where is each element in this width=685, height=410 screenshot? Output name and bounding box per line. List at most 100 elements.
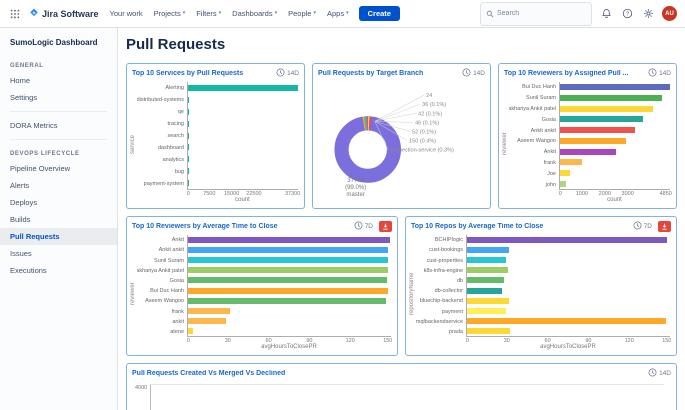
x-tick: 60	[544, 338, 551, 344]
sidebar-item-issues[interactable]: Issues	[10, 249, 32, 258]
sidebar-item-settings[interactable]: Settings	[10, 93, 38, 102]
time-range-badge: 14D	[648, 368, 671, 379]
bar	[467, 247, 509, 254]
bar	[467, 297, 509, 304]
bar-track	[560, 125, 670, 136]
download-button[interactable]	[658, 221, 671, 232]
app-name: Jira Software	[42, 8, 99, 19]
chart-area: 4000	[127, 381, 676, 410]
help-icon[interactable]: ?	[620, 7, 634, 21]
bar-track	[560, 103, 670, 114]
sidebar-item-builds[interactable]: Builds	[10, 215, 31, 224]
x-tick: 60	[265, 338, 272, 344]
category-label: analytics	[162, 157, 184, 163]
bar-track	[188, 245, 391, 255]
sidebar-item-executions[interactable]: Executions	[10, 266, 47, 275]
time-range-label: 7D	[364, 223, 373, 230]
search-box[interactable]	[480, 1, 592, 26]
nav-item-your-work[interactable]: Your work	[110, 9, 143, 18]
x-axis-ticks: 0 30 60 90 120 150	[187, 337, 393, 344]
dashboard-grid: Top 10 Services by Pull Requests 14D servi…	[126, 63, 677, 410]
time-range-badge: 7D	[354, 221, 373, 232]
bar	[188, 84, 298, 91]
nav-item-label: Dashboards	[232, 9, 273, 18]
bar-track	[560, 178, 670, 189]
plot-area: Bui Duc Hanh Sunil Suram sakhariya Ankit p…	[509, 82, 672, 206]
bar	[188, 96, 190, 103]
x-tick: 0	[186, 191, 190, 197]
nav-item-people[interactable]: People ▾	[288, 9, 316, 18]
bar-track	[188, 316, 391, 326]
bar-track	[188, 82, 298, 94]
bar-track	[188, 130, 298, 142]
category-label: Aseem Wangoo	[145, 298, 184, 305]
clock-icon	[354, 221, 363, 232]
donut-callout: 42 (0.1%)	[418, 111, 442, 117]
bars-area	[466, 235, 670, 337]
main-nav: Your work Projects ▾ Filters ▾ Dashboards ▾ Peo…	[110, 9, 349, 18]
category-label: Ankit	[543, 149, 556, 156]
bar-track	[467, 326, 670, 336]
nav-item-projects[interactable]: Projects ▾	[154, 9, 186, 18]
panel-title: Top 10 Reviewers by Average Time to Clos…	[132, 223, 278, 230]
category-label: payment-system	[143, 181, 184, 187]
x-tick: 2000	[598, 191, 611, 197]
sidebar-item-deploys[interactable]: Deploys	[10, 198, 38, 207]
notifications-bell-icon[interactable]	[599, 7, 613, 21]
bar	[188, 247, 389, 254]
chart-area: 24 36 (0.1%) 42 (0.1%) 46 (0.1%) 52 (0.1%) 15…	[313, 81, 490, 208]
nav-item-filters[interactable]: Filters ▾	[196, 9, 221, 18]
x-tick: 120	[624, 338, 634, 344]
x-tick: 3000	[621, 191, 634, 197]
x-axis-label: count	[235, 197, 250, 203]
bar	[560, 105, 653, 112]
search-input[interactable]	[497, 10, 586, 17]
sidebar-item-alerts[interactable]: Alerts	[10, 181, 30, 190]
sidebar-title: SumoLogic Dashboard	[10, 38, 98, 47]
sidebar-sections: GENERAL Home Settings DORA Metrics DEVOPS LI…	[0, 57, 117, 279]
sidebar-item-pull-requests[interactable]: Pull Requests	[0, 228, 117, 245]
chevron-down-icon: ▾	[274, 10, 278, 16]
create-button[interactable]: Create	[358, 6, 400, 21]
x-tick: 4850	[659, 191, 672, 197]
bar	[188, 287, 389, 294]
category-label: Bui Duc Hanh	[150, 288, 184, 295]
chevron-down-icon: ▾	[346, 10, 349, 16]
app-grid-icon[interactable]	[8, 7, 22, 21]
category-labels: Alerting distributed-systems qe tracing sear…	[137, 82, 187, 190]
clock-icon	[648, 368, 657, 379]
bar	[560, 95, 663, 102]
category-label: ankit	[172, 318, 184, 325]
chart-rows: BCHIPlogic cust-bookings cust-properties k8…	[416, 235, 670, 337]
chevron-down-icon: ▾	[218, 10, 222, 16]
body: SumoLogic Dashboard GENERAL Home Settings D…	[0, 28, 685, 410]
nav-item-apps[interactable]: Apps ▾	[327, 9, 349, 18]
category-label: bluechip-backend	[419, 298, 463, 305]
sidebar-item-home[interactable]: Home	[10, 76, 31, 85]
avatar[interactable]: AU	[662, 6, 677, 21]
gear-icon[interactable]	[641, 7, 655, 21]
sidebar-section-label: DEVOPS LIFECYCLE	[10, 151, 80, 157]
x-axis-ticks: 0 1000 2000 3000 4850	[559, 190, 672, 197]
sidebar-item-pipeline-overview[interactable]: Pipeline Overview	[10, 164, 71, 173]
donut-chart: 24 36 (0.1%) 42 (0.1%) 46 (0.1%) 52 (0.1%) 15…	[334, 93, 454, 198]
jira-logo-icon	[29, 5, 39, 23]
bar-track	[467, 296, 670, 306]
sidebar-section-label: GENERAL	[10, 63, 44, 69]
category-label: BCHIPlogic	[434, 237, 463, 244]
nav-item-dashboards[interactable]: Dashboards ▾	[232, 9, 277, 18]
category-label: Sunil Suram	[154, 257, 184, 264]
download-button[interactable]	[379, 221, 392, 232]
line-chart-area: 4000	[129, 382, 670, 410]
x-tick: 90	[306, 338, 313, 344]
panel-title: Pull Requests by Target Branch	[318, 70, 424, 77]
bar	[188, 237, 390, 244]
jira-brand[interactable]: Jira Software	[29, 5, 99, 23]
plot-area: BCHIPlogic cust-bookings cust-properties k8…	[416, 235, 671, 353]
bar	[467, 237, 668, 244]
bar-track	[467, 245, 670, 255]
category-label: Gosia	[169, 277, 184, 284]
sidebar-item-dora-metrics[interactable]: DORA Metrics	[10, 121, 58, 130]
category-label: smqlbackendservice	[416, 318, 463, 325]
